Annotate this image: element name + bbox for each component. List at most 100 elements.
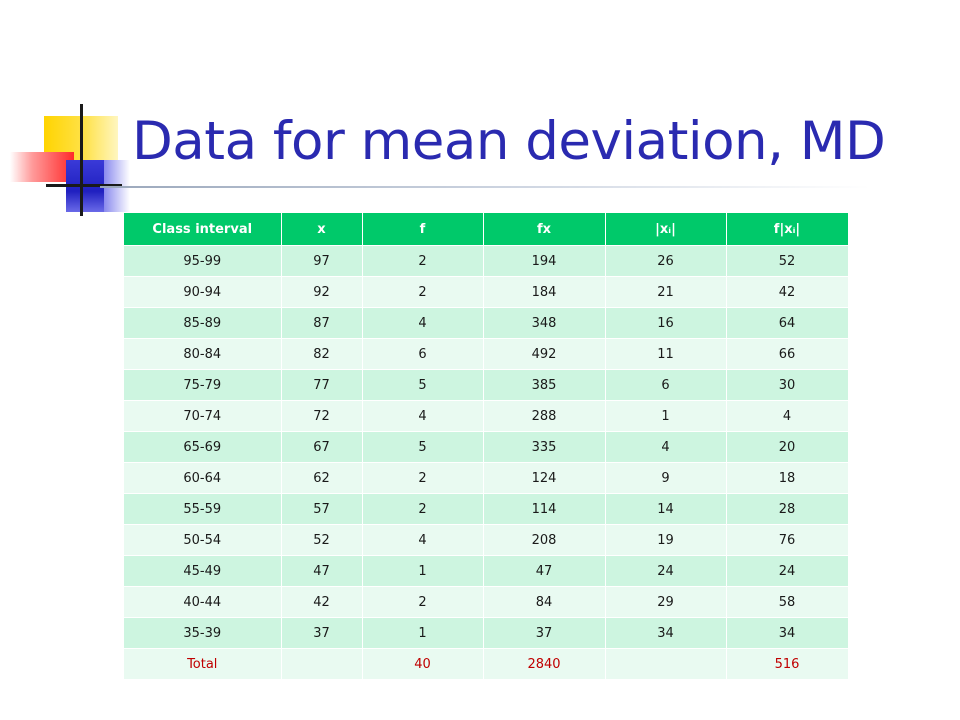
cell-abs-xi: 34 [605,617,727,649]
cell-x: 37 [281,617,363,649]
cell-class-interval: 90-94 [124,276,282,308]
total-cell-class-interval: Total [124,648,282,680]
cell-f: 1 [362,555,484,587]
cell-abs-xi: 14 [605,493,727,525]
corner-decoration-horizontal-line [46,184,122,187]
table-row: 75-79 77 5 385 6 30 [124,369,849,401]
cell-class-interval: 45-49 [124,555,282,587]
cell-f: 5 [362,369,484,401]
table-row: 55-59 57 2 114 14 28 [124,493,849,525]
cell-abs-xi: 4 [605,431,727,463]
cell-x: 42 [281,586,363,618]
cell-fx: 124 [483,462,606,494]
total-cell-f: 40 [362,648,484,680]
cell-f: 6 [362,338,484,370]
cell-f-abs-xi: 28 [726,493,849,525]
total-cell-abs-xi [605,648,727,680]
cell-class-interval: 55-59 [124,493,282,525]
header-fx: fx [483,213,606,246]
table-row: 60-64 62 2 124 9 18 [124,462,849,494]
cell-f-abs-xi: 24 [726,555,849,587]
cell-f-abs-xi: 66 [726,338,849,370]
cell-fx: 184 [483,276,606,308]
cell-fx: 37 [483,617,606,649]
cell-x: 67 [281,431,363,463]
cell-f: 2 [362,586,484,618]
header-f: f [362,213,484,246]
cell-f: 1 [362,617,484,649]
cell-f-abs-xi: 64 [726,307,849,339]
header-abs-xi: |xᵢ| [605,213,727,246]
table-row: 65-69 67 5 335 4 20 [124,431,849,463]
cell-f: 2 [362,462,484,494]
cell-fx: 348 [483,307,606,339]
table-row: 95-99 97 2 194 26 52 [124,245,849,277]
corner-decoration-vertical-line [80,104,83,216]
cell-abs-xi: 19 [605,524,727,556]
cell-abs-xi: 24 [605,555,727,587]
cell-f-abs-xi: 52 [726,245,849,277]
cell-class-interval: 40-44 [124,586,282,618]
cell-f-abs-xi: 42 [726,276,849,308]
cell-x: 87 [281,307,363,339]
cell-fx: 194 [483,245,606,277]
cell-fx: 492 [483,338,606,370]
cell-fx: 385 [483,369,606,401]
cell-abs-xi: 9 [605,462,727,494]
cell-x: 92 [281,276,363,308]
table-row: 35-39 37 1 37 34 34 [124,617,849,649]
cell-x: 77 [281,369,363,401]
table-row: 80-84 82 6 492 11 66 [124,338,849,370]
cell-class-interval: 65-69 [124,431,282,463]
table-row: 40-44 42 2 84 29 58 [124,586,849,618]
table-row: 50-54 52 4 208 19 76 [124,524,849,556]
cell-f-abs-xi: 58 [726,586,849,618]
cell-class-interval: 35-39 [124,617,282,649]
table-total-row: Total 40 2840 516 [124,648,849,680]
cell-abs-xi: 11 [605,338,727,370]
cell-f: 4 [362,524,484,556]
total-cell-f-abs-xi: 516 [726,648,849,680]
total-cell-fx: 2840 [483,648,606,680]
cell-class-interval: 95-99 [124,245,282,277]
cell-class-interval: 60-64 [124,462,282,494]
cell-f: 4 [362,400,484,432]
cell-fx: 114 [483,493,606,525]
cell-x: 82 [281,338,363,370]
cell-class-interval: 70-74 [124,400,282,432]
table-row: 45-49 47 1 47 24 24 [124,555,849,587]
cell-class-interval: 75-79 [124,369,282,401]
cell-fx: 208 [483,524,606,556]
cell-f: 5 [362,431,484,463]
header-f-abs-xi: f|xᵢ| [726,213,849,246]
cell-fx: 47 [483,555,606,587]
cell-x: 57 [281,493,363,525]
cell-f: 2 [362,276,484,308]
cell-abs-xi: 29 [605,586,727,618]
cell-x: 97 [281,245,363,277]
cell-f: 4 [362,307,484,339]
table-header-row: Class interval x f fx |xᵢ| f|xᵢ| [124,213,849,246]
cell-f-abs-xi: 20 [726,431,849,463]
cell-fx: 84 [483,586,606,618]
table-row: 85-89 87 4 348 16 64 [124,307,849,339]
cell-class-interval: 50-54 [124,524,282,556]
cell-f-abs-xi: 4 [726,400,849,432]
cell-f: 2 [362,493,484,525]
cell-x: 47 [281,555,363,587]
cell-abs-xi: 16 [605,307,727,339]
cell-f-abs-xi: 30 [726,369,849,401]
total-cell-x [281,648,363,680]
cell-fx: 335 [483,431,606,463]
cell-x: 62 [281,462,363,494]
cell-f-abs-xi: 34 [726,617,849,649]
table-row: 90-94 92 2 184 21 42 [124,276,849,308]
header-class-interval: Class interval [124,213,282,246]
header-x: x [281,213,363,246]
table-row: 70-74 72 4 288 1 4 [124,400,849,432]
cell-x: 72 [281,400,363,432]
cell-abs-xi: 26 [605,245,727,277]
cell-f-abs-xi: 76 [726,524,849,556]
cell-abs-xi: 6 [605,369,727,401]
cell-fx: 288 [483,400,606,432]
